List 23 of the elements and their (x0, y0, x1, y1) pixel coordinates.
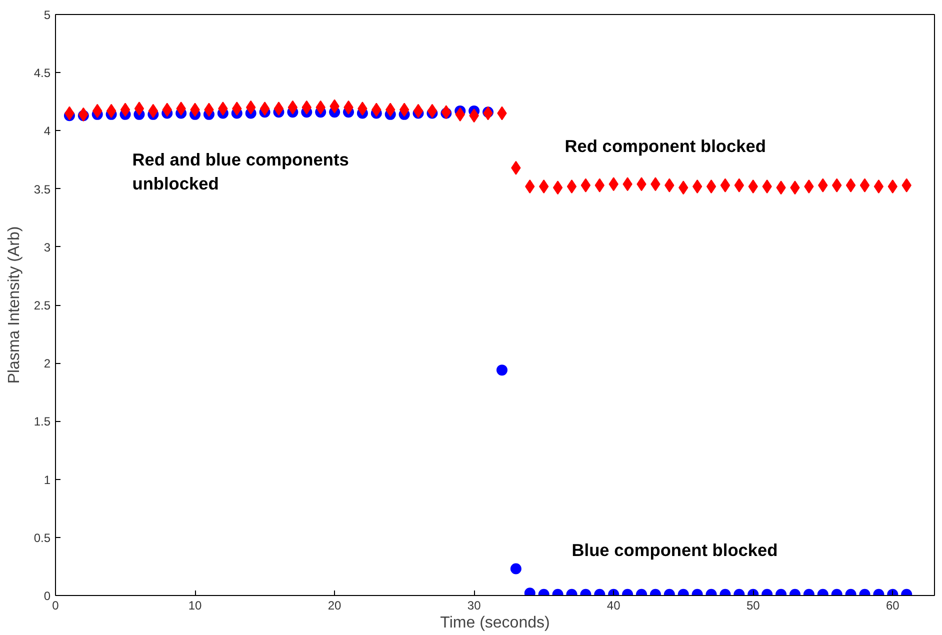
y-tick-label: 4.5 (34, 66, 51, 80)
x-tick-label: 50 (746, 598, 760, 612)
y-tick-label: 0 (44, 589, 51, 603)
annotation: Red component blocked (564, 136, 766, 156)
annotation: Red and blue components unblocked (132, 149, 349, 194)
y-tick-label: 2.5 (34, 298, 51, 312)
y-tick-label: 3 (44, 240, 51, 254)
x-tick-label: 0 (52, 598, 60, 612)
x-tick-label: 30 (467, 598, 482, 612)
x-tick-label: 20 (328, 598, 342, 612)
x-tick-label: 60 (886, 598, 900, 612)
y-tick-label: 1.5 (34, 414, 51, 429)
x-tick-label: 40 (606, 598, 621, 612)
y-tick-label: 0.5 (34, 530, 51, 545)
y-tick-label: 5 (44, 8, 51, 22)
y-tick-label: 4 (44, 124, 51, 138)
annotation: Blue component blocked (572, 540, 778, 560)
x-tick-label: 10 (188, 598, 202, 612)
x-axis-title: Time (seconds) (440, 614, 550, 632)
y-tick-label: 1 (44, 472, 51, 487)
y-tick-label: 3.5 (34, 182, 51, 196)
y-axis-title: Plasma Intensity (Arb) (6, 226, 23, 384)
y-tick-label: 2 (44, 356, 51, 371)
